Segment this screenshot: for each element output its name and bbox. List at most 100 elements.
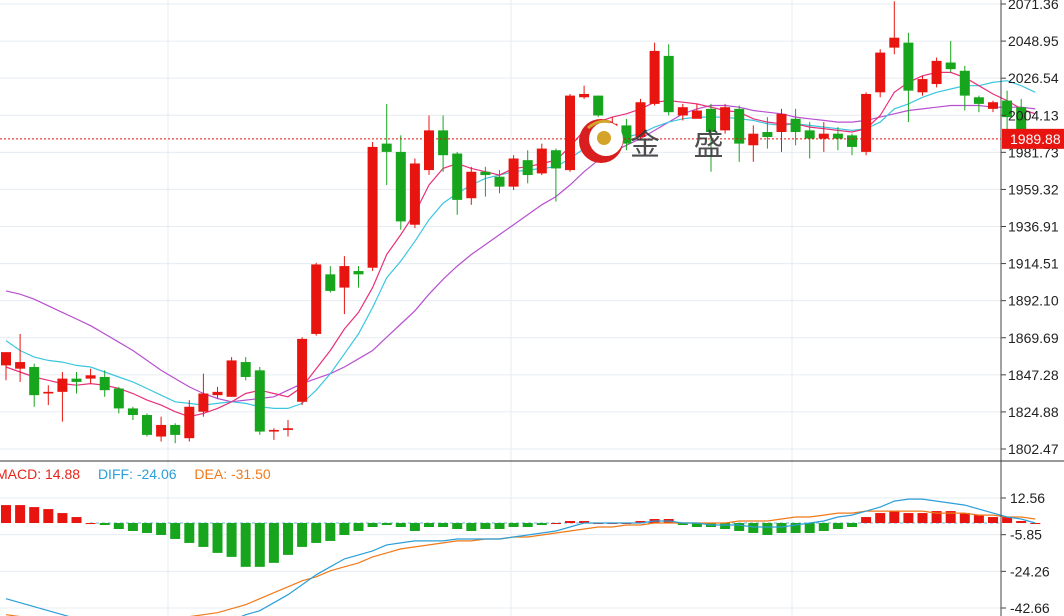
candle-body [1002, 100, 1013, 118]
candle-body [395, 151, 406, 222]
macd-bar [99, 523, 110, 526]
watermark-text: 金 盛 [630, 128, 736, 163]
candle-body [593, 95, 604, 116]
candle [71, 371, 82, 394]
candle [395, 135, 406, 230]
candle [875, 49, 886, 98]
macd-bar [325, 523, 336, 541]
candle [283, 419, 293, 437]
candle-body [959, 70, 970, 96]
candle [706, 103, 716, 172]
macd-bar [508, 523, 519, 528]
candle-body [212, 391, 223, 396]
macd-series [1, 498, 1041, 616]
macd-bar [931, 511, 942, 524]
candle-body [720, 107, 731, 131]
legend-dea: DEA: -31.50 [194, 466, 271, 482]
macd-bar [156, 523, 167, 535]
candle [254, 367, 265, 435]
candle-body [818, 133, 829, 139]
macd-bar [875, 513, 886, 524]
candle [57, 371, 68, 422]
candle [889, 1, 900, 55]
candle-body [424, 130, 434, 171]
y-tick-label: 1936.91 [1008, 219, 1059, 235]
macd-bar [903, 513, 914, 524]
macd-bar [917, 513, 928, 524]
candle [480, 166, 491, 197]
macd-tick-label: -5.85 [1010, 527, 1042, 543]
macd-bar [945, 511, 956, 524]
candle-body [43, 391, 54, 394]
candle [508, 155, 519, 190]
y-tick-label: 2026.54 [1008, 70, 1059, 86]
candle-body [381, 143, 392, 152]
macd-axis: 12.56 -5.85 -24.26 -42.66 [1001, 490, 1050, 616]
macd-bar [959, 513, 970, 524]
candle [621, 118, 632, 151]
candle-body [142, 415, 152, 435]
candle [945, 41, 956, 73]
macd-bar [720, 523, 731, 529]
candle [649, 42, 660, 106]
candle [917, 75, 928, 96]
candle-body [635, 102, 646, 137]
candlestick-series [1, 1, 1041, 444]
candle [818, 122, 829, 152]
macd-bar [29, 507, 40, 524]
current-price-label: 1989.88 [1010, 131, 1061, 147]
candle [677, 103, 688, 121]
candle [99, 370, 110, 397]
candle-body [734, 108, 745, 144]
macd-bar [452, 523, 463, 529]
candle [903, 32, 914, 123]
macd-bar [85, 523, 96, 525]
candle-body [170, 424, 181, 435]
macd-bar [170, 523, 181, 539]
macd-bar [691, 523, 702, 528]
candle [593, 95, 604, 118]
macd-bar [1030, 523, 1041, 525]
macd-bar [127, 523, 138, 531]
y-tick-label: 1847.28 [1008, 367, 1059, 383]
candle-body [71, 378, 82, 382]
candle-body [790, 118, 801, 133]
macd-bar [198, 523, 209, 547]
macd-bar [57, 513, 68, 524]
macd-tick-label: -42.66 [1010, 600, 1050, 616]
candle [452, 151, 463, 215]
candle [1002, 90, 1013, 133]
candle-body [847, 135, 857, 147]
macd-bar [184, 523, 195, 543]
macd-bar [226, 523, 237, 557]
candle [43, 385, 54, 406]
candle-body [861, 93, 872, 152]
legend-diff: DIFF: -24.06 [97, 466, 177, 482]
macd-tick-label: 12.56 [1010, 490, 1045, 506]
macd-bar [748, 523, 759, 533]
macd-bar [212, 523, 223, 553]
macd-bar [889, 511, 900, 524]
candle-body [988, 102, 998, 109]
macd-bar [1, 505, 11, 524]
macd-bar [311, 523, 322, 543]
macd-bar [381, 523, 392, 526]
macd-bar [550, 523, 561, 525]
candle-body [297, 338, 308, 402]
candle-body [1016, 107, 1027, 147]
macd-bar [424, 523, 434, 528]
candle-body [706, 108, 716, 133]
ma-fast-line [5, 71, 1036, 418]
candle [635, 98, 646, 141]
macd-bar [536, 523, 547, 526]
macd-bar [1002, 517, 1013, 524]
macd-bar [367, 523, 378, 528]
y-tick-label: 1802.47 [1008, 441, 1059, 457]
macd-bar [254, 523, 265, 567]
candle [959, 65, 970, 111]
candle-body [480, 171, 491, 176]
candle [1, 352, 11, 381]
candle [409, 158, 420, 229]
y-tick-label: 1914.51 [1008, 256, 1059, 272]
